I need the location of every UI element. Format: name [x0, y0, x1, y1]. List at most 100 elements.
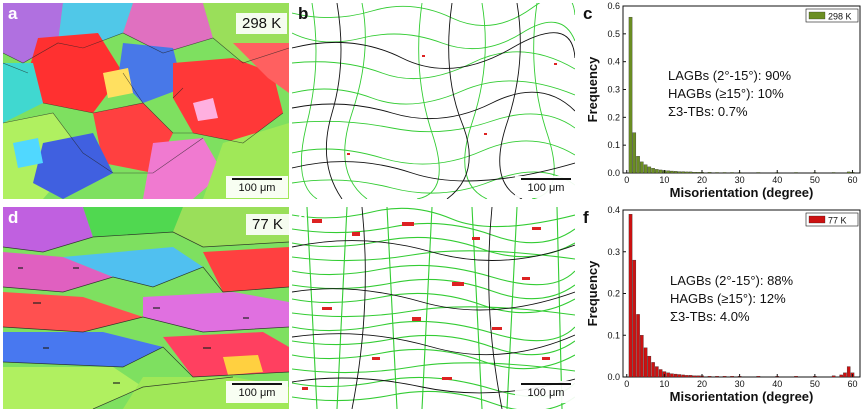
x-axis-label: Misorientation (degree) [670, 185, 814, 200]
histogram-bar [688, 171, 693, 174]
histogram-bar [655, 169, 659, 174]
scale-bar-b: 100 μm [515, 176, 577, 198]
x-tick-label: 50 [810, 379, 820, 389]
histogram-bar [707, 376, 712, 378]
histogram-bar [677, 171, 682, 174]
annotation-text: Σ3-TBs: 0.7% [668, 104, 748, 119]
histogram-bar [643, 347, 648, 378]
x-tick-label: 60 [847, 379, 857, 389]
histogram-bar [655, 366, 659, 378]
x-tick-label: 40 [772, 175, 782, 185]
histogram-bar [707, 172, 712, 174]
histogram-bar [688, 375, 693, 378]
panel-label-f: f [583, 208, 589, 227]
y-tick-label: 0.2 [607, 289, 620, 299]
histogram-bar [685, 171, 689, 174]
scale-bar-line [521, 178, 571, 180]
histogram-bar [696, 375, 700, 378]
histogram-bar [647, 166, 652, 174]
x-tick-label: 50 [810, 175, 820, 185]
x-tick-label: 30 [735, 379, 745, 389]
x-axis-label: Misorientation (degree) [670, 389, 814, 404]
histogram-bar [666, 372, 670, 378]
boundary-map-298k [292, 3, 575, 199]
scale-bar-label: 100 μm [238, 387, 276, 399]
legend-swatch [808, 215, 826, 224]
legend-label: 298 K [828, 12, 852, 22]
annotation-text: HAGBs (≥15°): 10% [668, 86, 784, 101]
histogram-bar [685, 375, 689, 378]
y-tick-label: 0.0 [607, 168, 620, 178]
histogram-bar [632, 132, 637, 174]
histogram-bar [715, 172, 719, 174]
panel-label-b: b [298, 4, 309, 23]
y-tick-label: 0.4 [607, 57, 620, 67]
histogram-bar [722, 376, 727, 378]
histogram-bar [666, 170, 670, 174]
histogram-bar [643, 164, 648, 174]
histogram-bar [794, 172, 798, 174]
x-tick-label: 0 [624, 379, 629, 389]
scale-bar-label: 100 μm [238, 182, 276, 194]
legend-label: 77 K [828, 216, 847, 226]
temperature-label-77k: 77 K [246, 214, 289, 235]
scale-bar-a: 100 μm [226, 176, 288, 198]
histogram-bar [673, 171, 678, 174]
histogram-bar [831, 375, 836, 378]
panel-label-e: e [298, 208, 308, 227]
scale-bar-line [232, 178, 282, 180]
annotation-text: Σ3-TBs: 4.0% [670, 309, 750, 324]
histogram-bar [658, 169, 663, 174]
histogram-bar [843, 372, 847, 378]
histogram-298k: 0 10 20 30 40 50 60 0.0 0.1 0.2 0.3 0.4 0.5 0.6 Misori… [585, 1, 861, 200]
y-tick-label: 0.3 [607, 85, 620, 95]
histogram-bar [681, 171, 685, 174]
histogram-bar [673, 373, 678, 378]
y-tick-label: 0.1 [607, 140, 620, 150]
x-tick-label: 10 [659, 175, 669, 185]
histogram-bar [730, 172, 734, 174]
ipf-map-77k [3, 207, 289, 409]
histogram-77k: 0 10 20 30 40 50 60 0.0 0.1 0.2 0.3 0.4 Misorientati… [585, 205, 861, 404]
histogram-bar [628, 214, 633, 378]
boundary-map-298k-image [292, 3, 575, 199]
scale-bar-label: 100 μm [527, 387, 565, 399]
histogram-bar [756, 172, 761, 174]
x-tick-label: 20 [697, 379, 707, 389]
histogram-bar [722, 172, 727, 174]
histogram-bar [677, 374, 682, 378]
boundary-map-77k [292, 207, 575, 409]
histogram-bar [681, 374, 685, 378]
x-tick-label: 20 [697, 175, 707, 185]
histogram-bar [636, 156, 640, 174]
histogram-bar [632, 259, 637, 378]
histogram-bar [692, 172, 697, 174]
y-tick-label: 0.4 [607, 205, 620, 215]
y-tick-label: 0.1 [607, 330, 620, 340]
x-tick-label: 0 [624, 175, 629, 185]
scale-bar-d: 100 μm [226, 381, 288, 403]
x-tick-label: 40 [772, 379, 782, 389]
histogram-bar [846, 171, 851, 174]
histogram-bar [640, 161, 644, 174]
histogram-bar [658, 369, 663, 378]
histogram-bar [730, 376, 734, 378]
x-tick-label: 60 [847, 175, 857, 185]
panel-label-c: c [583, 4, 593, 23]
x-tick-label: 30 [735, 175, 745, 185]
scale-bar-line [521, 383, 571, 385]
histogram-bar [670, 373, 674, 378]
annotation-text: LAGBs (2°-15°): 88% [670, 273, 794, 288]
y-axis-label: Frequency [585, 260, 600, 327]
boundary-map-77k-image [292, 207, 575, 409]
histogram-bar [846, 366, 851, 378]
histogram-bar [636, 314, 640, 378]
histogram-bar [839, 374, 843, 378]
histogram-bar [831, 172, 836, 174]
panel-label-d: d [8, 208, 19, 227]
annotation-text: LAGBs (2°-15°): 90% [668, 68, 792, 83]
y-tick-label: 0.2 [607, 112, 620, 122]
histogram-bar [756, 376, 761, 378]
histogram-bar [670, 170, 674, 174]
legend-swatch [808, 11, 826, 20]
